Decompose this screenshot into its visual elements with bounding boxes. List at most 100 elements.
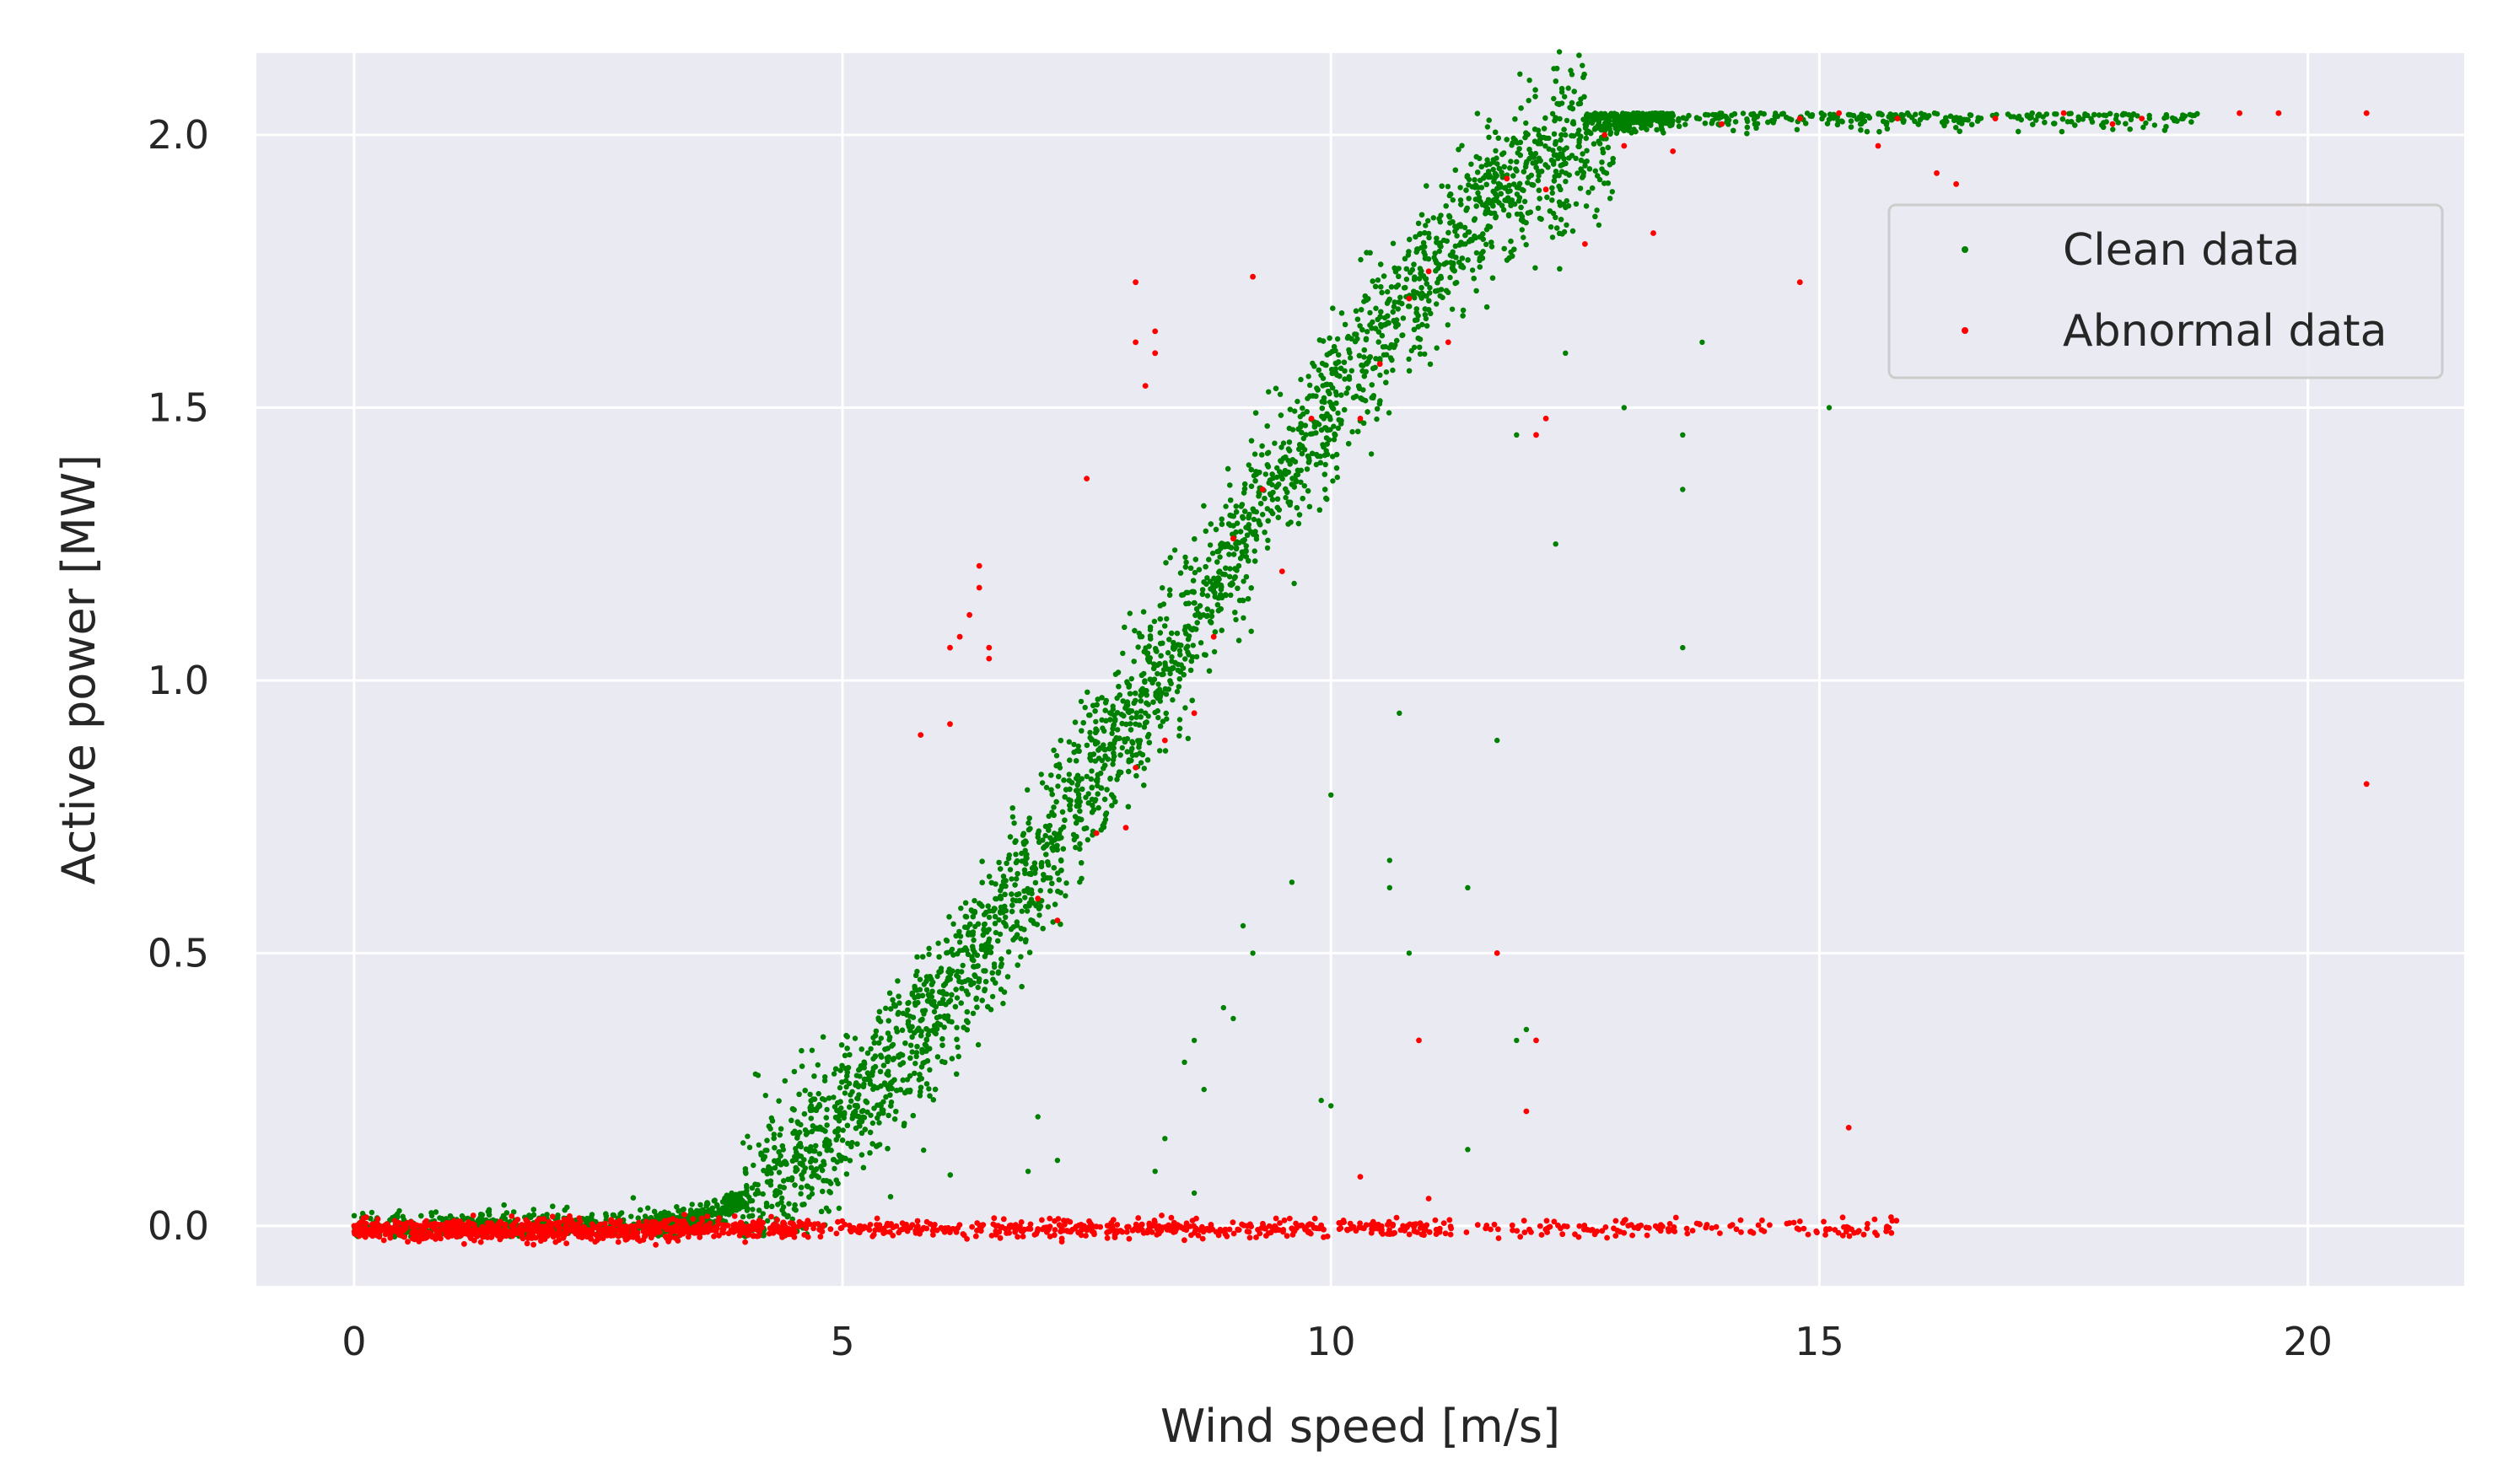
clean-point [1228,592,1234,598]
clean-point [919,992,926,999]
clean-point [1026,949,1033,955]
clean-point [2143,120,2149,126]
clean-point [1246,558,1252,564]
clean-point [1066,772,1073,777]
clean-point [1088,776,1095,782]
clean-point [869,1120,876,1126]
clean-point [1521,169,1527,175]
clean-point [878,1035,885,1041]
clean-point [1556,183,1562,190]
clean-point [975,921,982,928]
clean-point [1273,385,1279,391]
clean-point [1135,644,1141,650]
clean-point [2029,110,2035,116]
clean-point [1079,875,1085,882]
clean-point [998,888,1004,894]
clean-point [1133,691,1138,696]
clean-point [841,1115,847,1121]
clean-point [1129,745,1135,751]
clean-point [1424,183,1429,189]
clean-point [1214,602,1221,608]
clean-point [1089,784,1095,790]
clean-point [1605,180,1612,186]
clean-point [1969,121,1975,127]
clean-point [1335,425,1342,431]
clean-point [926,951,932,958]
clean-point [1203,528,1209,535]
clean-point [1301,483,1308,489]
clean-point [852,1103,859,1109]
clean-point [1207,542,1214,548]
clean-point [1067,757,1073,763]
clean-point [1073,844,1079,851]
clean-point [1335,410,1341,417]
clean-point [1138,698,1144,704]
clean-point [1203,564,1208,570]
clean-point [1466,196,1472,202]
clean-point [895,978,901,984]
clean-point [971,937,977,944]
clean-point [1412,317,1418,323]
clean-point [947,976,953,982]
clean-point [1206,556,1212,562]
clean-point [923,987,930,993]
clean-point [1226,573,1233,580]
clean-point [1182,554,1188,560]
clean-point [886,990,893,997]
clean-point [946,914,952,920]
clean-point [1074,782,1080,788]
clean-point [956,928,962,935]
clean-point [780,1185,787,1191]
clean-point [1378,321,1384,328]
clean-point [913,972,919,979]
clean-point [1204,575,1210,581]
clean-point [645,1205,651,1211]
clean-point [1594,207,1600,213]
clean-point [950,952,956,958]
clean-point [1262,471,1269,477]
clean-point [1393,284,1399,290]
clean-point [1386,410,1392,416]
clean-point [959,986,965,992]
clean-point [909,1049,915,1055]
clean-point [1151,676,1158,682]
clean-point [824,1148,830,1153]
clean-point [1370,393,1377,399]
clean-point [1155,681,1161,687]
clean-point [1023,937,1029,943]
clean-point [1866,115,1872,121]
clean-point [1592,168,1599,174]
clean-point [1400,332,1406,338]
clean-point [751,1162,756,1169]
clean-point [1411,326,1418,332]
clean-point [2103,112,2109,119]
clean-point [867,1150,873,1156]
clean-point [1347,350,1353,356]
clean-point [1512,116,1518,122]
clean-point [1345,385,1351,391]
clean-point [1114,710,1121,716]
clean-point [1563,179,1569,185]
clean-point [1499,151,1505,158]
clean-point [1434,345,1440,351]
clean-point [971,980,977,987]
clean-point [1108,711,1115,717]
clean-point [1444,238,1450,245]
clean-point [1427,285,1433,291]
clean-point [885,1112,891,1119]
clean-point [1219,521,1225,527]
clean-point [1848,124,1854,130]
clean-point [1136,722,1143,728]
clean-point [1190,643,1197,648]
clean-point [1363,368,1370,374]
clean-point [1248,628,1254,634]
clean-point [2140,124,2146,131]
clean-point [1425,218,1431,223]
clean-point [1574,170,1580,176]
clean-point [1590,185,1596,191]
clean-point [1082,704,1088,711]
clean-point [1549,234,1556,240]
clean-point [1019,908,1025,914]
clean-point [1324,411,1330,417]
clean-point [1219,540,1225,546]
